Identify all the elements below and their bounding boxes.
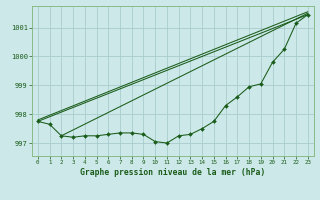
X-axis label: Graphe pression niveau de la mer (hPa): Graphe pression niveau de la mer (hPa) bbox=[80, 168, 265, 177]
